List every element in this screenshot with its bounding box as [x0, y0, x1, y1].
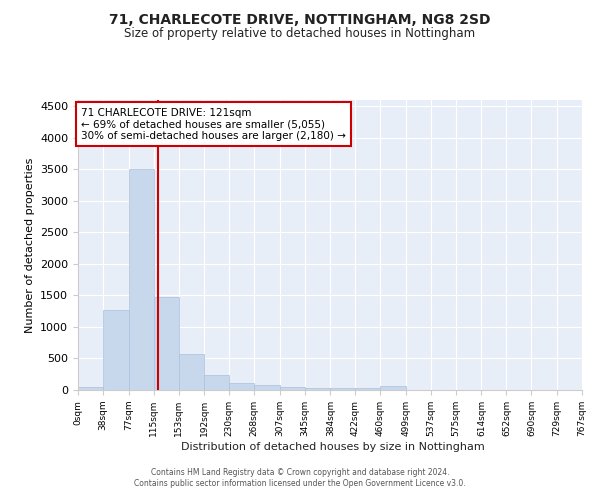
Text: Size of property relative to detached houses in Nottingham: Size of property relative to detached ho… [124, 28, 476, 40]
Text: Contains HM Land Registry data © Crown copyright and database right 2024.
Contai: Contains HM Land Registry data © Crown c… [134, 468, 466, 487]
Bar [254, 384, 280, 390]
Bar [154, 296, 179, 390]
Bar [280, 386, 305, 390]
Bar [128, 170, 154, 390]
Bar [331, 388, 355, 390]
Bar [305, 388, 331, 390]
Bar [229, 383, 254, 390]
Text: Distribution of detached houses by size in Nottingham: Distribution of detached houses by size … [181, 442, 485, 452]
Bar [103, 310, 128, 390]
Text: 71, CHARLECOTE DRIVE, NOTTINGHAM, NG8 2SD: 71, CHARLECOTE DRIVE, NOTTINGHAM, NG8 2S… [109, 12, 491, 26]
Bar [204, 375, 229, 390]
Bar [355, 388, 380, 390]
Bar [380, 386, 406, 390]
Text: 71 CHARLECOTE DRIVE: 121sqm
← 69% of detached houses are smaller (5,055)
30% of : 71 CHARLECOTE DRIVE: 121sqm ← 69% of det… [81, 108, 346, 141]
Bar [78, 387, 103, 390]
Y-axis label: Number of detached properties: Number of detached properties [25, 158, 35, 332]
Bar [179, 354, 204, 390]
